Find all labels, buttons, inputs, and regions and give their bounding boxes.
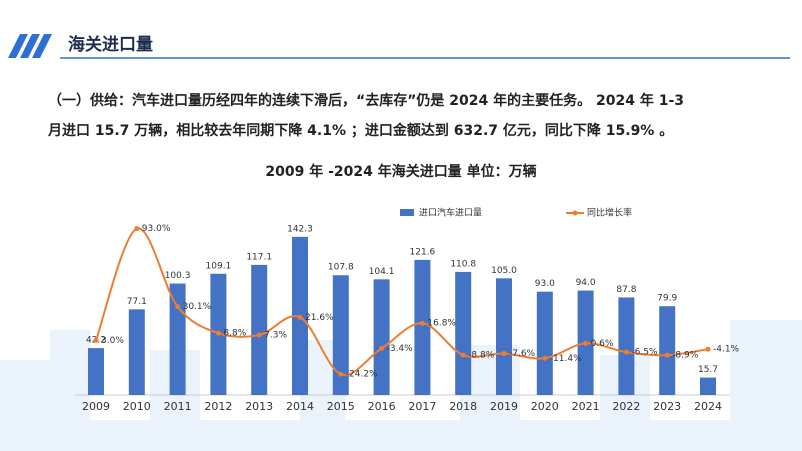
x-tick-label: 2016 [368,400,396,413]
line-label: 93.0% [142,224,171,234]
bar [455,271,472,395]
x-tick-label: 2014 [286,400,314,413]
bar [373,279,390,395]
line-marker [664,352,670,358]
bar-label: 121.6 [410,247,436,257]
line-marker [297,314,303,320]
x-tick-label: 2012 [204,400,232,413]
x-tick-label: 2024 [694,400,722,413]
x-tick-label: 2010 [123,400,151,413]
line-label: -3.4% [387,344,414,354]
x-tick-label: 2023 [653,400,681,413]
bar [169,283,186,395]
line-label: 21.6% [305,313,334,323]
legend-label: 同比增长率 [587,207,632,219]
x-tick-label: 2009 [82,400,110,413]
bar-label: 107.8 [328,263,354,273]
x-tick-label: 2019 [490,400,518,413]
bar-label: 94.0 [576,278,596,288]
chart-title: 2009 年 -2024 年海关进口量 单位：万辆 [265,163,536,180]
line-label: -8.8% [468,351,495,361]
x-tick-label: 2018 [449,400,477,413]
bar-label: 87.8 [616,285,636,295]
line-marker [705,346,711,352]
x-tick-label: 2017 [408,400,436,413]
line-label: 30.1% [183,302,212,312]
header-title: 海关进口量 [68,34,153,55]
line-label: -6.5% [631,348,658,358]
bar-label: 77.1 [127,297,147,307]
bar [659,306,676,395]
line-label: 3.0% [101,336,124,346]
x-tick-label: 2022 [612,400,640,413]
line-label: 7.3% [264,331,287,341]
bar [414,259,431,395]
line-label: -24.2% [346,370,378,380]
x-tick-label: 2011 [164,400,192,413]
bar [88,348,104,395]
x-tick-label: 2015 [327,400,355,413]
line-marker [379,345,385,351]
line-marker [419,320,425,326]
legend-swatch [400,209,414,216]
bar-label: 142.3 [287,224,313,234]
line-marker [134,226,140,232]
bar [251,264,268,395]
line-marker [338,371,344,377]
bar-label: 79.9 [657,294,677,304]
legend-label: 进口汽车进口量 [419,207,482,219]
bar [700,377,716,395]
x-tick-label: 2021 [572,400,600,413]
line-marker [256,332,262,338]
bar-label: 110.8 [450,259,476,269]
line-label: -4.1% [713,345,740,355]
paragraph-line: （一）供给：汽车进口量历经四年的连续下滑后，“去库存”仍是 2024 年的主要任… [48,92,684,109]
line-label: 8.8% [223,329,246,339]
bar-label: 105.0 [491,266,517,276]
line-label: -11.4% [550,354,582,364]
bar [496,278,512,395]
line-label: -7.6% [509,349,536,359]
line-label: 0.6% [591,339,614,349]
line-marker [623,349,629,355]
header-stripes [8,34,52,58]
line-marker [583,340,589,346]
bar [618,297,635,395]
bar [128,309,145,395]
bar-label: 93.0 [535,279,555,289]
x-tick-label: 2020 [531,400,559,413]
bar-label: 100.3 [165,271,191,281]
line-label: -8.9% [672,351,699,361]
legend-swatch [572,210,578,216]
bar [536,291,553,395]
bar [332,275,349,395]
line-label: 16.8% [427,319,456,329]
line-marker [215,330,221,336]
bar-label: 117.1 [246,252,272,262]
line-marker [501,351,507,357]
paragraph-line: 月进口 15.7 万辆，相比较去年同期下降 4.1% ；进口金额达到 632.7… [47,122,673,139]
bar-label: 104.1 [369,267,395,277]
line-marker [93,337,99,343]
line-marker [175,304,181,310]
bar-label: 109.1 [206,261,232,271]
bar-label: 15.7 [698,365,718,375]
x-tick-label: 2013 [245,400,273,413]
line-marker [460,352,466,358]
line-marker [542,355,548,361]
